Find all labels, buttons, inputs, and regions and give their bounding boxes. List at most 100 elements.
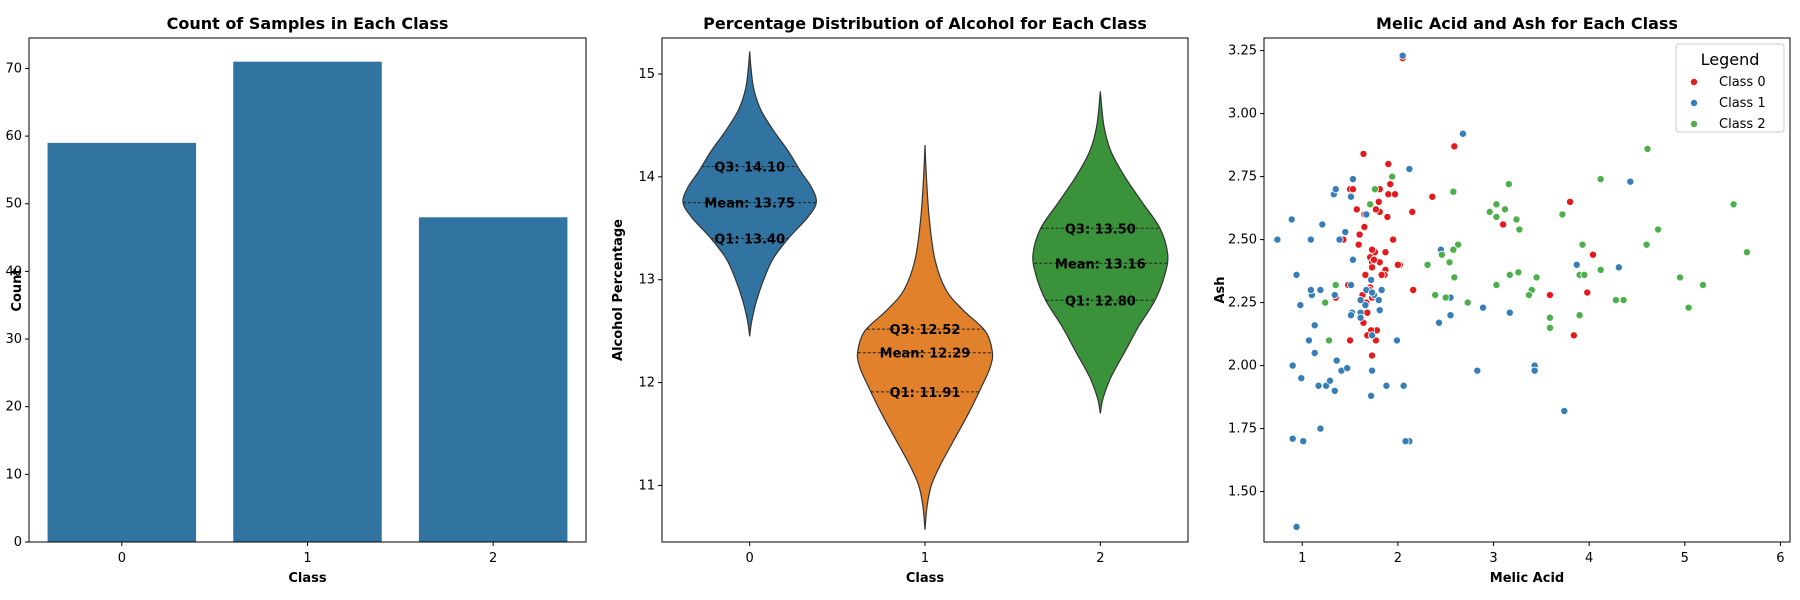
point-class-2 <box>1558 210 1567 219</box>
point-class-1 <box>1356 313 1365 322</box>
x-axis-label: Melic Acid <box>1490 571 1564 586</box>
y-tick-label: 1.75 <box>1228 422 1257 437</box>
violin-q1-annotation: Q1: 13.40 <box>714 233 785 248</box>
point-class-1 <box>1332 356 1341 365</box>
point-class-1 <box>1310 348 1319 357</box>
point-class-1 <box>1347 192 1356 201</box>
plot-frame <box>28 37 587 543</box>
point-class-0 <box>1363 308 1372 317</box>
point-class-1 <box>1341 228 1350 237</box>
violin-mean-annotation: Mean: 12.29 <box>880 347 971 362</box>
point-class-1 <box>1348 175 1357 184</box>
point-class-1 <box>1530 366 1539 375</box>
point-class-1 <box>1287 215 1296 224</box>
point-class-2 <box>1676 273 1685 282</box>
point-class-2 <box>1505 270 1514 279</box>
point-class-2 <box>1331 280 1340 289</box>
point-class-2 <box>1545 323 1554 332</box>
point-class-2 <box>1654 225 1663 234</box>
point-class-1 <box>1306 235 1315 244</box>
point-class-1 <box>1473 366 1482 375</box>
y-tick-label: 13 <box>638 273 655 288</box>
y-tick-label: 0 <box>14 535 22 550</box>
point-class-1 <box>1292 270 1301 279</box>
point-class-1 <box>1368 366 1377 375</box>
legend-marker-class-2 <box>1690 120 1699 129</box>
y-tick-label: 70 <box>5 61 22 76</box>
point-class-1 <box>1377 285 1386 294</box>
point-class-1 <box>1374 296 1383 305</box>
chart-title: Count of Samples in Each Class <box>167 14 449 33</box>
point-class-2 <box>1512 215 1521 224</box>
bar-chart-count-of-samples: 0 10 20 30 40 50 60 70 0 1 2 Count of Samples in Ea… <box>5 14 587 586</box>
point-class-1 <box>1458 129 1467 138</box>
x-tick-label: 2 <box>489 551 497 566</box>
point-class-1 <box>1398 51 1407 60</box>
point-class-2 <box>1514 268 1523 277</box>
point-class-2 <box>1445 258 1454 267</box>
point-class-1 <box>1314 381 1323 390</box>
point-class-1 <box>1572 260 1581 269</box>
x-tick-label: 2 <box>1394 551 1402 566</box>
y-tick-label: 30 <box>5 332 22 347</box>
point-class-1 <box>1330 291 1339 300</box>
point-class-1 <box>1325 376 1334 385</box>
point-class-1 <box>1347 280 1356 289</box>
point-class-2 <box>1596 265 1605 274</box>
violin-mean-annotation: Mean: 13.16 <box>1055 257 1146 272</box>
point-class-1 <box>1306 285 1315 294</box>
point-class-2 <box>1492 280 1501 289</box>
point-class-1 <box>1368 288 1377 297</box>
point-class-0 <box>1346 336 1355 345</box>
violin-q3-annotation: Q3: 12.52 <box>890 323 961 338</box>
point-class-0 <box>1389 235 1398 244</box>
y-tick-label: 2.75 <box>1228 170 1257 185</box>
point-class-2 <box>1501 205 1510 214</box>
point-class-1 <box>1505 308 1514 317</box>
violin-q3-annotation: Q3: 13.50 <box>1065 222 1136 237</box>
y-axis-label: Ash <box>1213 276 1228 303</box>
x-tick-label: 6 <box>1776 551 1784 566</box>
point-class-0 <box>1499 220 1508 229</box>
y-axis-label: Alcohol Percentage <box>611 219 626 361</box>
point-class-2 <box>1485 207 1494 216</box>
point-class-2 <box>1729 200 1738 209</box>
x-axis-label: Class <box>288 571 327 586</box>
point-class-1 <box>1560 406 1569 415</box>
point-class-1 <box>1335 235 1344 244</box>
point-class-1 <box>1288 361 1297 370</box>
point-class-2 <box>1366 200 1375 209</box>
point-class-1 <box>1318 220 1327 229</box>
point-class-2 <box>1321 298 1330 307</box>
point-class-0 <box>1352 205 1361 214</box>
plot-frame <box>661 37 1189 543</box>
point-class-2 <box>1504 180 1513 189</box>
point-class-1 <box>1316 285 1325 294</box>
point-class-0 <box>1361 270 1370 279</box>
bar-class-1 <box>233 61 382 542</box>
point-class-1 <box>1375 306 1384 315</box>
point-class-1 <box>1356 296 1365 305</box>
violin-chart-alcohol-distribution: Q3: 14.10 Mean: 13.75 Q1: 13.40 Q3: 12.52 Me… <box>611 14 1189 586</box>
violin-q1-annotation: Q1: 12.80 <box>1065 294 1136 309</box>
x-tick-label: 1 <box>1298 551 1306 566</box>
point-class-1 <box>1348 255 1357 264</box>
point-class-1 <box>1343 364 1352 373</box>
point-class-1 <box>1288 434 1297 443</box>
x-axis-label: Class <box>906 571 945 586</box>
point-class-2 <box>1325 336 1334 345</box>
scatter-chart-melic-acid-ash: 1.50 1.75 2.00 2.25 2.50 2.75 3.00 3.25 1 2 3 4 5 6 Le… <box>1213 14 1791 586</box>
point-class-2 <box>1619 296 1628 305</box>
point-class-2 <box>1388 172 1397 181</box>
point-class-0 <box>1408 207 1417 216</box>
legend: Legend Class 0 Class 1 Class 2 <box>1675 43 1785 133</box>
legend-title: Legend <box>1701 50 1760 69</box>
point-class-1 <box>1382 381 1391 390</box>
plot-frame <box>1263 37 1791 543</box>
point-class-0 <box>1368 245 1377 254</box>
point-class-0 <box>1381 248 1390 257</box>
point-class-2 <box>1454 240 1463 249</box>
point-class-1 <box>1273 235 1282 244</box>
point-class-0 <box>1368 351 1377 360</box>
